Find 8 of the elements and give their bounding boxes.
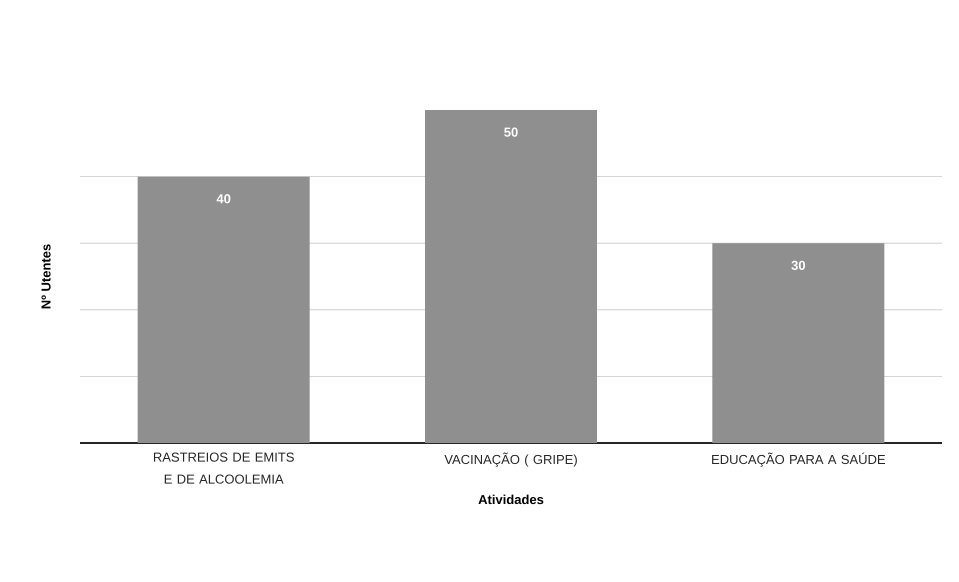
x-axis-title: Atividades [478, 494, 544, 504]
data-label: 30 [791, 260, 806, 270]
x-tick-label: EDUCAÇÃO PARA A SAÚDE [712, 452, 886, 467]
y-axis-title: Nº Utentes [41, 244, 51, 308]
data-label: 40 [216, 194, 230, 204]
x-tick-label: VACINAÇÃO ( GRIPE) [444, 452, 577, 467]
data-label: 50 [504, 128, 518, 137]
x-tick-label: RASTREIOS DE EMITS E DE ALCOOLEMIA [154, 452, 294, 484]
